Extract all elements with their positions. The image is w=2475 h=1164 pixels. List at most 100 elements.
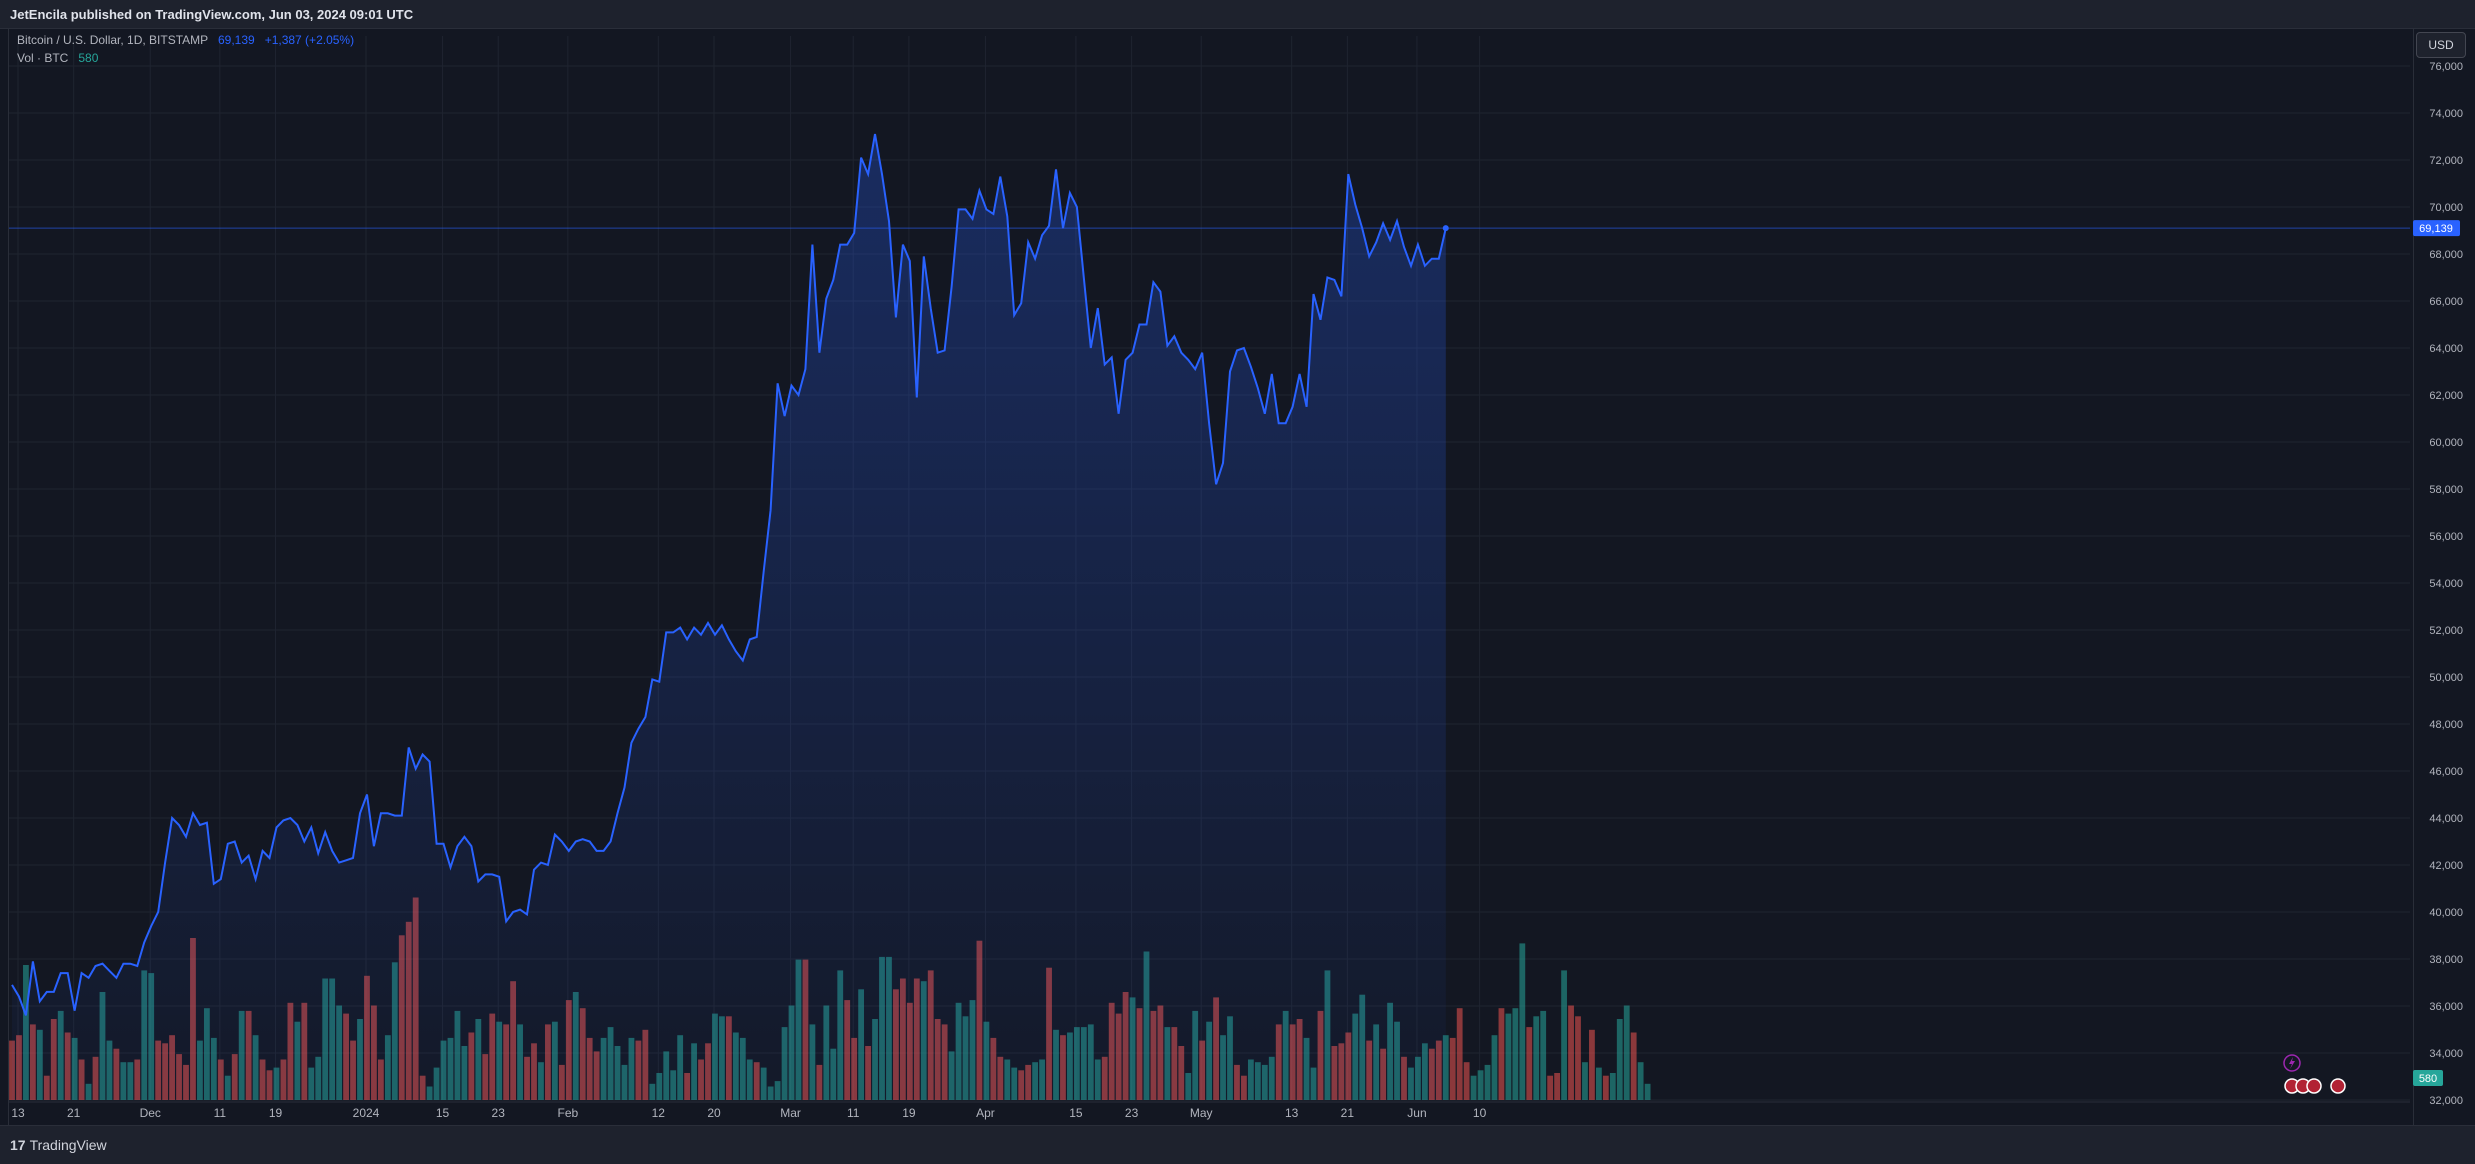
x-tick-label: 19 <box>902 1106 916 1120</box>
price-area <box>12 134 1446 1101</box>
y-tick-label: 56,000 <box>2429 531 2463 543</box>
lightning-icon[interactable] <box>2283 1054 2301 1072</box>
x-tick-label: Mar <box>780 1106 801 1120</box>
x-tick-label: Feb <box>557 1106 578 1120</box>
chart-frame[interactable] <box>8 28 2414 1125</box>
volume-badge: 580 <box>2413 1070 2443 1086</box>
x-tick-label: 21 <box>67 1106 81 1120</box>
price-line <box>11 133 1447 1016</box>
x-tick-label: 23 <box>1125 1106 1139 1120</box>
y-tick-label: 74,000 <box>2429 108 2463 120</box>
volume-bar <box>1568 1005 1574 1100</box>
y-tick-label: 62,000 <box>2429 390 2463 402</box>
volume-bar <box>1623 1005 1630 1100</box>
y-tick-label: 40,000 <box>2429 907 2463 919</box>
volume-badge-text: 580 <box>2419 1073 2437 1085</box>
y-tick-label: 36,000 <box>2429 1001 2463 1013</box>
y-tick-label: 60,000 <box>2429 437 2463 449</box>
volume-bar <box>1491 1035 1498 1100</box>
y-tick-label: 32,000 <box>2429 1095 2463 1107</box>
symbol-name: Bitcoin / U.S. Dollar, 1D, BITSTAMP <box>17 33 208 47</box>
volume-bar <box>1456 1008 1463 1100</box>
y-tick-label: 66,000 <box>2429 296 2463 308</box>
us-flag-icon[interactable] <box>2306 1078 2322 1094</box>
volume-bar <box>1498 1008 1505 1100</box>
x-tick-label: 13 <box>1285 1106 1299 1120</box>
y-tick-label: 76,000 <box>2429 61 2463 73</box>
volume-bar <box>1589 1029 1595 1100</box>
volume-bar <box>1609 1073 1616 1100</box>
publisher-bar: JetEncila published on TradingView.com, … <box>0 0 2475 29</box>
tradingview-logo[interactable]: 17 TradingView <box>10 1137 107 1153</box>
volume-bar <box>1449 1037 1456 1100</box>
y-tick-label: 52,000 <box>2429 625 2463 637</box>
price-badge-text: 69,139 <box>2419 223 2453 235</box>
x-tick-label: 15 <box>1069 1106 1083 1120</box>
x-tick-label: 12 <box>652 1106 666 1120</box>
volume-bar <box>1463 1062 1470 1100</box>
x-tick-label: 11 <box>214 1106 227 1120</box>
volume-bar <box>1644 1083 1651 1100</box>
y-tick-label: 34,000 <box>2429 1048 2463 1060</box>
x-tick-label: May <box>1190 1106 1213 1120</box>
y-tick-label: 72,000 <box>2429 155 2463 167</box>
x-tick-label: Apr <box>976 1106 995 1120</box>
publisher-text: JetEncila published on TradingView.com, … <box>10 7 414 22</box>
volume-bar <box>1595 1067 1602 1100</box>
x-tick-label: 15 <box>436 1106 450 1120</box>
volume-bar <box>1484 1064 1491 1100</box>
y-tick-label: 58,000 <box>2429 484 2463 496</box>
volume-bar <box>1540 1010 1547 1100</box>
y-tick-label: 44,000 <box>2429 813 2463 825</box>
volume-value: 580 <box>78 51 99 65</box>
volume-bar <box>1602 1075 1609 1100</box>
volume-bar <box>1554 1073 1561 1100</box>
volume-bar <box>1582 1062 1588 1100</box>
volume-bar <box>1505 1013 1512 1100</box>
volume-label: Vol · BTC <box>17 51 69 65</box>
x-tick-label: 19 <box>269 1106 283 1120</box>
volume-bar <box>1630 1032 1637 1100</box>
symbol-legend[interactable]: Bitcoin / U.S. Dollar, 1D, BITSTAMP 69,1… <box>17 33 354 47</box>
volume-bar <box>1533 1016 1540 1100</box>
x-tick-label: 2024 <box>353 1106 380 1120</box>
y-tick-label: 68,000 <box>2429 249 2463 261</box>
x-tick-label: 23 <box>492 1106 506 1120</box>
x-tick-label: Jun <box>1407 1106 1426 1120</box>
price-axis[interactable]: 32,000 34,000 36,000 38,000 40,000 42,000 44,0… <box>2429 61 2463 1107</box>
volume-bar <box>1616 1019 1623 1100</box>
volume-bar <box>1637 1062 1644 1100</box>
price-change: +1,387 (+2.05%) <box>264 33 355 47</box>
y-tick-label: 54,000 <box>2429 578 2463 590</box>
x-tick-label: 21 <box>1341 1106 1355 1120</box>
y-tick-label: 38,000 <box>2429 954 2463 966</box>
last-price-dot <box>1442 225 1449 232</box>
y-tick-label: 50,000 <box>2429 672 2463 684</box>
volume-bar <box>1519 943 1526 1100</box>
y-tick-label: 70,000 <box>2429 202 2463 214</box>
volume-bar <box>1477 1070 1484 1100</box>
volume-legend[interactable]: Vol · BTC 580 <box>17 51 98 65</box>
lightning-bolt-icon <box>2289 1057 2295 1069</box>
currency-button[interactable]: USD <box>2416 32 2466 58</box>
volume-bar <box>1547 1075 1554 1100</box>
volume-bar <box>1561 970 1567 1100</box>
us-flag-icon[interactable] <box>2330 1078 2346 1094</box>
volume-bar <box>1575 1016 1581 1100</box>
x-tick-label: 20 <box>707 1106 721 1120</box>
last-price: 69,139 <box>217 33 255 47</box>
footer-bar: 17 TradingView <box>0 1125 2475 1164</box>
event-icons[interactable] <box>2283 1054 2346 1094</box>
x-tick-label: 11 <box>847 1106 860 1120</box>
x-tick-label: 10 <box>1473 1106 1487 1120</box>
x-tick-label: 13 <box>11 1106 25 1120</box>
price-badge: 69,139 <box>2413 220 2460 237</box>
volume-bar <box>1512 1008 1519 1100</box>
tradingview-logo-text: TradingView <box>29 1137 107 1153</box>
y-tick-label: 48,000 <box>2429 719 2463 731</box>
x-tick-label: Dec <box>140 1106 161 1120</box>
time-axis[interactable]: 13 21 Dec 11 19 2024 15 23 Feb 12 20 Mar 11 19 Apr 15 23… <box>11 1106 1486 1120</box>
volume-bar <box>1470 1075 1477 1100</box>
y-tick-label: 42,000 <box>2429 860 2463 872</box>
